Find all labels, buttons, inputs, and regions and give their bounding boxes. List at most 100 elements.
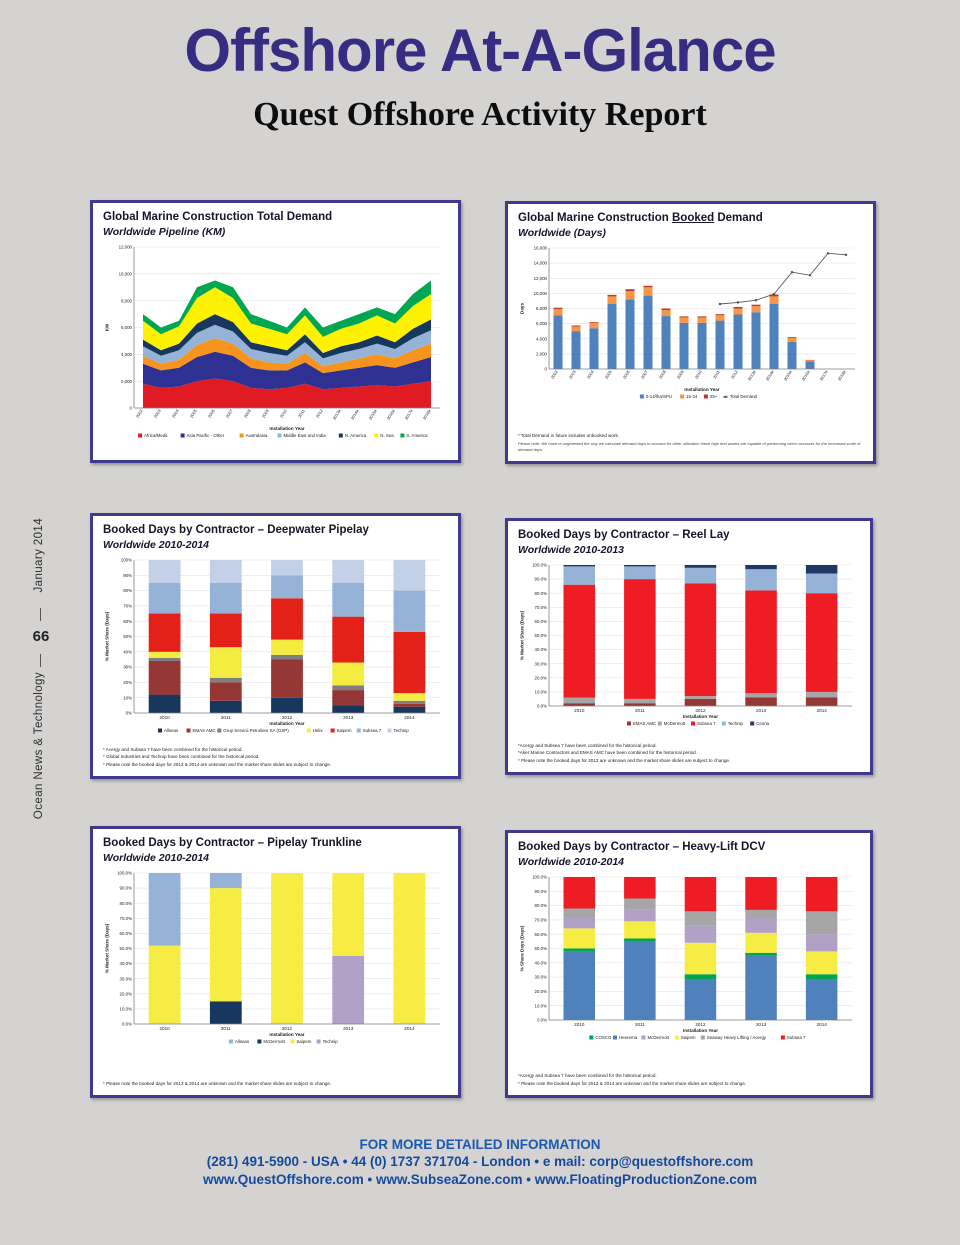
- sidebar-issue-date: January 2014: [33, 518, 45, 593]
- stacked-bar-100-chart: 0.0% 10.0% 20.0% 30.0% 40.0% 50.0% 60.0% 70.0% 8…: [518, 872, 860, 1044]
- page-subtitle: Quest Offshore Activity Report: [253, 96, 707, 133]
- svg-text:20.0%: 20.0%: [535, 675, 548, 680]
- svg-text:2011: 2011: [221, 1026, 231, 1031]
- svg-text:2013e: 2013e: [332, 408, 343, 421]
- svg-text:S. America: S. America: [406, 433, 428, 438]
- svg-text:100.0%: 100.0%: [117, 870, 132, 875]
- svg-text:6,000: 6,000: [121, 325, 133, 330]
- stacked-bar-100-chart: 0% 10% 20% 30% 40% 50% 60% 70% 80% 90% 100% 2010 201…: [103, 555, 448, 737]
- panel-deepwater-pipelay-chart: Booked Days by Contractor – Deepwater Pi…: [90, 513, 461, 779]
- svg-text:2012: 2012: [282, 1026, 293, 1031]
- panel-pipelay-trunkline-chart: Booked Days by Contractor – Pipelay Trun…: [90, 826, 461, 1098]
- svg-text:60%: 60%: [123, 619, 132, 624]
- svg-text:Ceona: Ceona: [756, 721, 769, 726]
- svg-text:2010: 2010: [694, 369, 703, 380]
- sidebar-divider: [40, 608, 41, 621]
- svg-text:4,000: 4,000: [121, 352, 133, 357]
- svg-text:2012: 2012: [695, 708, 706, 713]
- chart-title: Global Marine Construction Total Demand: [103, 211, 333, 223]
- svg-text:2005: 2005: [604, 369, 613, 380]
- svg-text:10,000: 10,000: [119, 271, 133, 276]
- svg-text:10.0%: 10.0%: [535, 1003, 548, 1008]
- chart-title: Booked Days by Contractor – Heavy-Lift D…: [518, 841, 766, 853]
- svg-text:Helix: Helix: [313, 728, 324, 733]
- svg-text:0.0%: 0.0%: [537, 703, 547, 708]
- chart-title: Booked Days by Contractor – Deepwater Pi…: [103, 524, 369, 536]
- svg-text:4,000: 4,000: [536, 336, 548, 341]
- svg-text:2007: 2007: [225, 408, 234, 419]
- svg-text:2016e: 2016e: [801, 369, 812, 382]
- svg-text:0%: 0%: [126, 710, 132, 715]
- svg-text:McDermott: McDermott: [664, 721, 686, 726]
- svg-text:8,000: 8,000: [121, 298, 133, 303]
- svg-text:2004: 2004: [171, 408, 180, 419]
- svg-text:2002: 2002: [550, 369, 559, 380]
- svg-text:Saipem: Saipem: [297, 1039, 312, 1044]
- svg-text:McDermott: McDermott: [263, 1039, 285, 1044]
- stacked-bar-100-chart: 0.0% 10.0% 20.0% 30.0% 40.0% 50.0% 60.0% 70.0% 8…: [103, 868, 448, 1048]
- svg-text:2014: 2014: [404, 1026, 415, 1031]
- svg-text:2006: 2006: [207, 408, 216, 419]
- svg-text:2003: 2003: [153, 408, 162, 419]
- chart-subtitle: Worldwide 2010-2014: [103, 538, 210, 551]
- svg-text:2018e: 2018e: [837, 369, 848, 382]
- svg-text:0.0%: 0.0%: [537, 1017, 547, 1022]
- svg-text:2011: 2011: [635, 1022, 645, 1027]
- svg-text:Australasia: Australasia: [246, 433, 268, 438]
- svg-text:Installation Year: Installation Year: [269, 1032, 304, 1037]
- footer-websites: www.QuestOffshore.com • www.SubseaZone.c…: [202, 1171, 757, 1187]
- svg-text:McDermott: McDermott: [648, 1035, 670, 1040]
- svg-text:2010: 2010: [159, 715, 170, 720]
- svg-text:2014: 2014: [817, 708, 828, 713]
- svg-text:2017e: 2017e: [819, 369, 830, 382]
- svg-text:Middle East and India: Middle East and India: [284, 433, 327, 438]
- svg-text:0: 0: [545, 366, 548, 371]
- svg-text:2015e: 2015e: [783, 369, 794, 382]
- svg-text:% Market Share (Days): % Market Share (Days): [105, 923, 110, 973]
- svg-text:100.0%: 100.0%: [532, 874, 547, 879]
- svg-text:10,000: 10,000: [534, 291, 548, 296]
- chart-footnotes: *Acergy and Subsea 7 have been combined …: [518, 742, 731, 763]
- svg-text:Technip: Technip: [323, 1039, 339, 1044]
- svg-text:2009: 2009: [676, 369, 685, 380]
- svg-text:Asia Pacific - Other: Asia Pacific - Other: [187, 433, 225, 438]
- svg-text:COSCO: COSCO: [595, 1035, 612, 1040]
- stacked-bar-100-chart: 0.0% 10.0% 20.0% 30.0% 40.0% 50.0% 60.0% 70.0% 8…: [518, 560, 860, 730]
- svg-text:80.0%: 80.0%: [120, 901, 133, 906]
- svg-text:50.0%: 50.0%: [120, 946, 133, 951]
- svg-text:Subsea 7: Subsea 7: [697, 721, 716, 726]
- svg-text:0.0%: 0.0%: [122, 1021, 132, 1026]
- svg-text:Heerema: Heerema: [619, 1035, 638, 1040]
- svg-text:Subsea 7: Subsea 7: [363, 728, 382, 733]
- svg-text:2003: 2003: [568, 369, 577, 380]
- svg-text:2011: 2011: [635, 708, 645, 713]
- chart-footnotes: *Acergy and Subsea 7 have been combined …: [518, 1073, 747, 1086]
- svg-text:12,000: 12,000: [534, 276, 548, 281]
- svg-text:2008: 2008: [243, 408, 252, 419]
- svg-text:50.0%: 50.0%: [535, 946, 548, 951]
- chart-title: Booked Days by Contractor – Pipelay Trun…: [103, 837, 362, 849]
- svg-text:EMAS AMC: EMAS AMC: [193, 728, 216, 733]
- svg-text:30.0%: 30.0%: [120, 976, 133, 981]
- svg-text:2014e: 2014e: [350, 408, 361, 421]
- page-title: Offshore At-A-Glance: [184, 17, 776, 84]
- svg-text:% Market Share (Days): % Market Share (Days): [105, 611, 110, 661]
- svg-text:20%: 20%: [123, 680, 132, 685]
- svg-text:2014e: 2014e: [765, 369, 776, 382]
- svg-text:20.0%: 20.0%: [535, 989, 548, 994]
- page-footer: FOR MORE DETAILED INFORMATION (281) 491-…: [0, 1136, 960, 1188]
- chart-subtitle: Worldwide 2010-2014: [103, 851, 210, 864]
- svg-text:80%: 80%: [123, 588, 132, 593]
- chart-subtitle: Worldwide 2010-2013: [518, 543, 625, 556]
- svg-text:2013: 2013: [343, 1026, 354, 1031]
- svg-text:2011: 2011: [297, 408, 306, 419]
- svg-text:14,000: 14,000: [534, 260, 548, 265]
- chart-title: Booked Days by Contractor – Reel Lay: [518, 529, 730, 541]
- chart-title: Global Marine Construction Booked Demand: [518, 212, 763, 224]
- svg-text:Installation Year: Installation Year: [683, 1028, 718, 1033]
- chart-footnotes: * Acergy and Subsea 7 have been combined…: [103, 746, 332, 767]
- chart-footnotes: [103, 449, 448, 452]
- svg-text:70.0%: 70.0%: [535, 917, 548, 922]
- svg-text:30.0%: 30.0%: [535, 661, 548, 666]
- svg-text:40.0%: 40.0%: [535, 647, 548, 652]
